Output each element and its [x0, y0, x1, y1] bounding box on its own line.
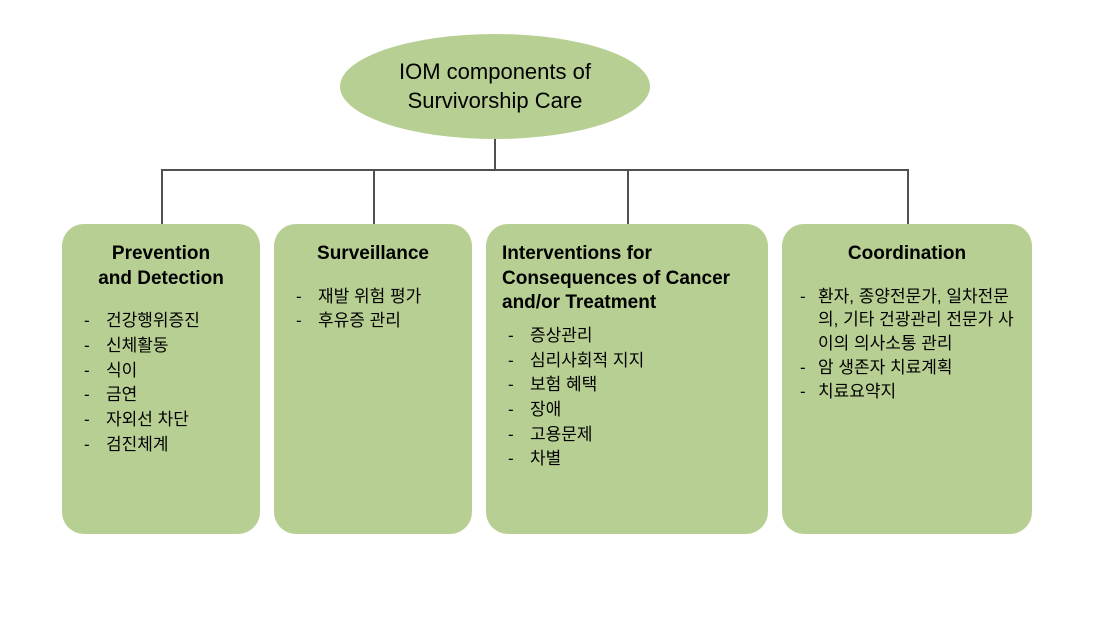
root-node: IOM components of Survivorship Care	[340, 34, 650, 139]
card-list-item: 건강행위증진	[78, 309, 244, 334]
card-list-item: 후유증 관리	[290, 309, 456, 334]
connector-drop-3	[907, 169, 909, 224]
card-title: Coordination	[798, 242, 1016, 267]
card-list-item: 재발 위험 평가	[290, 285, 456, 310]
card-list: 재발 위험 평가후유증 관리	[290, 285, 456, 334]
card-title: Prevention and Detection	[78, 242, 244, 291]
card-list: 건강행위증진신체활동식이금연자외선 차단검진체계	[78, 309, 244, 457]
connector-drop-2	[627, 169, 629, 224]
card-list-item: 환자, 종양전문가, 일차전문의, 기타 건광관리 전문가 사이의 의사소통 관…	[798, 285, 1016, 356]
root-title: IOM components of Survivorship Care	[399, 58, 591, 115]
connector-drop-0	[161, 169, 163, 224]
connector-trunk	[494, 139, 496, 169]
card-list-item: 심리사회적 지지	[502, 349, 752, 374]
card-list-item: 식이	[78, 359, 244, 384]
card-list-item: 고용문제	[502, 423, 752, 448]
card-list: 증상관리심리사회적 지지보험 혜택장애고용문제차별	[502, 324, 752, 472]
card-coordination: Coordination 환자, 종양전문가, 일차전문의, 기타 건광관리 전…	[782, 224, 1032, 534]
card-list-item: 치료요약지	[798, 380, 1016, 404]
card-list: 환자, 종양전문가, 일차전문의, 기타 건광관리 전문가 사이의 의사소통 관…	[798, 285, 1016, 404]
card-surveillance: Surveillance 재발 위험 평가후유증 관리	[274, 224, 472, 534]
card-list-item: 검진체계	[78, 433, 244, 458]
card-list-item: 장애	[502, 398, 752, 423]
card-list-item: 증상관리	[502, 324, 752, 349]
card-interventions: Interventions for Consequences of Cancer…	[486, 224, 768, 534]
card-prevention-detection: Prevention and Detection 건강행위증진신체활동식이금연자…	[62, 224, 260, 534]
card-title: Surveillance	[290, 242, 456, 267]
connector-drop-1	[373, 169, 375, 224]
card-list-item: 보험 혜택	[502, 373, 752, 398]
card-list-item: 암 생존자 치료계획	[798, 356, 1016, 380]
card-list-item: 신체활동	[78, 334, 244, 359]
card-list-item: 차별	[502, 447, 752, 472]
card-list-item: 자외선 차단	[78, 408, 244, 433]
card-title: Interventions for Consequences of Cancer…	[502, 242, 752, 316]
connector-hbar	[161, 169, 907, 171]
card-list-item: 금연	[78, 383, 244, 408]
